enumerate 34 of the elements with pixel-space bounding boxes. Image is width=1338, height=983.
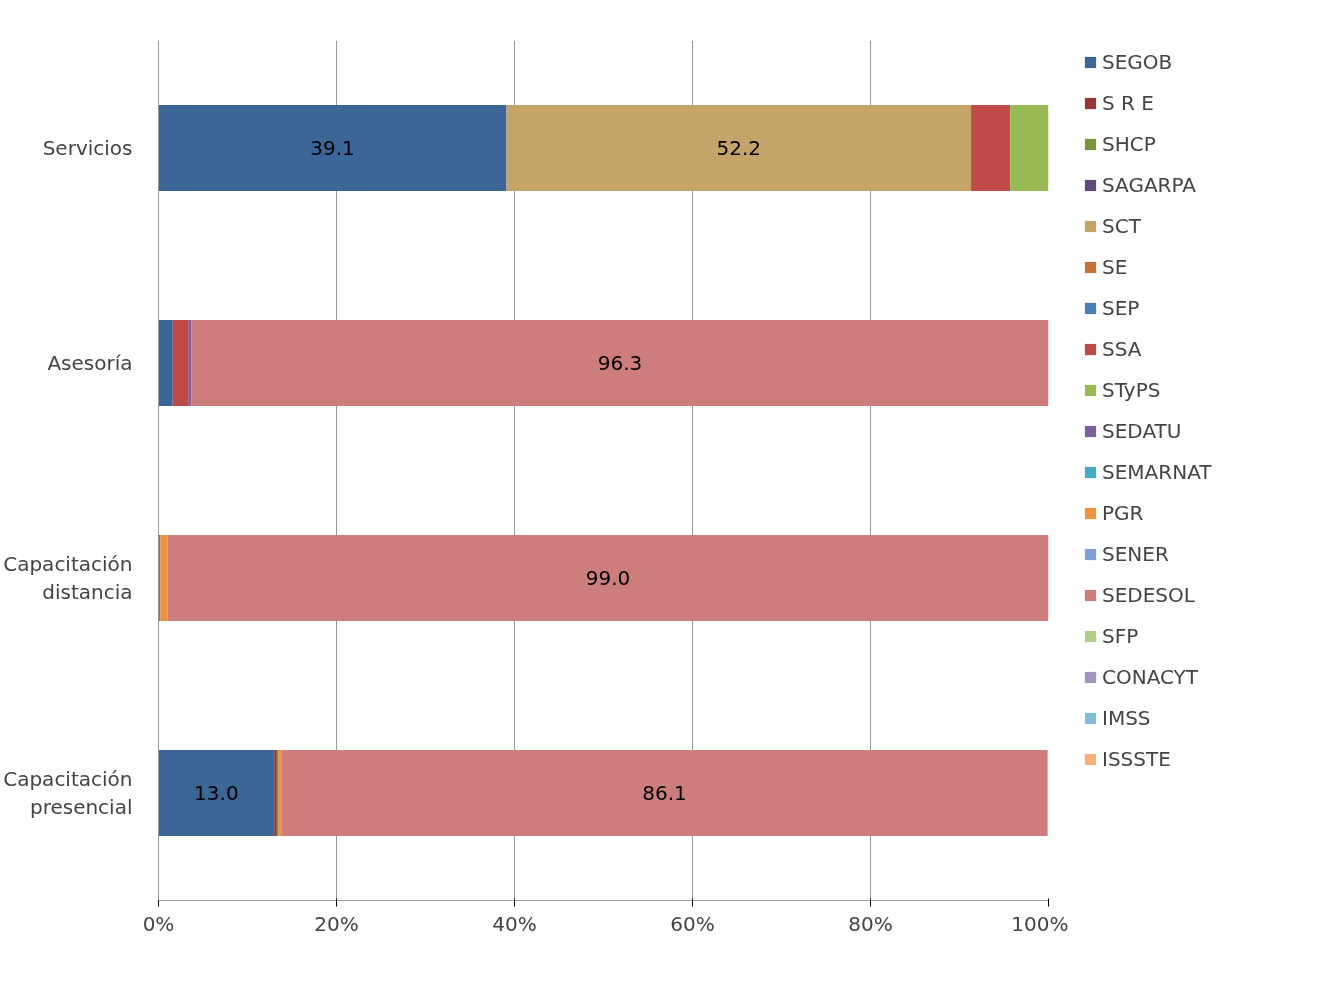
y-tick-label: Asesoría [47, 351, 133, 375]
x-tick-label: 100% [1011, 911, 1069, 936]
legend-label: SEDESOL [1102, 583, 1195, 607]
x-tick-label: 20% [314, 911, 359, 936]
legend-label: SEP [1102, 296, 1140, 320]
y-tick-label: Capacitación distancia [3, 551, 133, 605]
legend-label: SHCP [1102, 132, 1156, 156]
legend-label: ISSSTE [1102, 747, 1171, 771]
legend-label: SSA [1102, 337, 1142, 361]
data-label: 52.2 [716, 136, 762, 160]
legend-label: SFP [1102, 624, 1139, 648]
legend-label: SEGOB [1102, 50, 1173, 74]
x-tick-label: 60% [670, 911, 715, 936]
legend-label: SAGARPA [1102, 173, 1196, 197]
y-tick-label: Servicios [42, 136, 133, 160]
legend-label: STyPS [1102, 378, 1161, 402]
data-label: 13.0 [194, 781, 239, 805]
x-tick-label: 80% [848, 911, 893, 936]
data-label: 86.1 [642, 781, 687, 805]
data-label: 99.0 [585, 566, 631, 590]
legend-label: SCT [1102, 214, 1141, 238]
legend-label: PGR [1102, 501, 1144, 525]
legend-label: S R E [1102, 91, 1154, 115]
x-tick-label: 0% [142, 911, 175, 936]
x-tick-label: 40% [492, 911, 537, 936]
legend-label: SEDATU [1102, 419, 1182, 443]
data-label: 96.3 [597, 351, 643, 375]
legend-label: SENER [1102, 542, 1169, 566]
legend-label: IMSS [1102, 706, 1151, 730]
legend-label: SEMARNAT [1102, 460, 1212, 484]
y-tick-label: Capacitación presencial [3, 766, 133, 820]
legend-label: CONACYT [1102, 665, 1199, 689]
legend-label: SE [1102, 255, 1128, 279]
data-label: 39.1 [310, 136, 355, 160]
